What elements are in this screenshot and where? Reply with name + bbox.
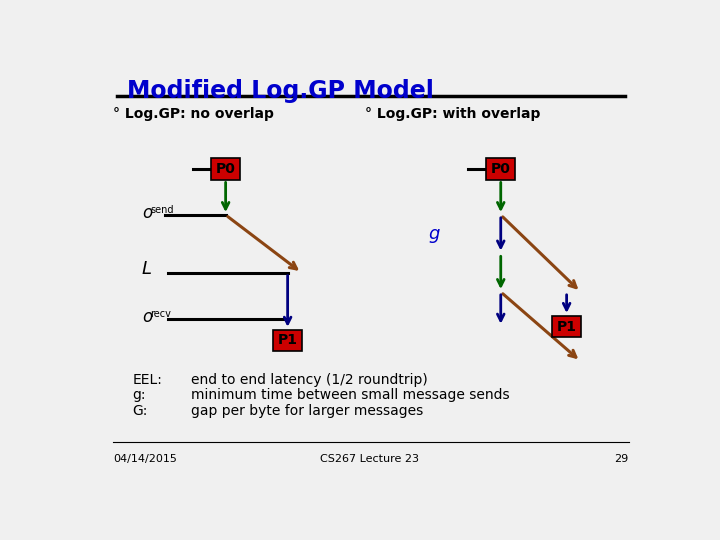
- Text: P0: P0: [216, 162, 235, 176]
- Text: EEL:: EEL:: [132, 373, 163, 387]
- Text: Modified Log.GP Model: Modified Log.GP Model: [127, 79, 434, 103]
- Text: o: o: [142, 204, 152, 221]
- Bar: [273, 330, 302, 351]
- Bar: [486, 158, 516, 179]
- Text: send: send: [150, 205, 174, 214]
- Bar: [211, 158, 240, 179]
- Text: CS267 Lecture 23: CS267 Lecture 23: [320, 454, 418, 464]
- Text: ° Log.GP: no overlap: ° Log.GP: no overlap: [113, 107, 274, 121]
- Text: end to end latency (1/2 roundtrip): end to end latency (1/2 roundtrip): [191, 373, 428, 387]
- Text: P1: P1: [278, 334, 297, 347]
- Text: g: g: [428, 225, 440, 243]
- Text: P1: P1: [557, 320, 577, 334]
- Text: g:: g:: [132, 388, 146, 402]
- Text: minimum time between small message sends: minimum time between small message sends: [191, 388, 509, 402]
- Text: L: L: [142, 260, 152, 278]
- Text: 04/14/2015: 04/14/2015: [113, 454, 177, 464]
- Text: P0: P0: [491, 162, 510, 176]
- Text: 29: 29: [614, 454, 629, 464]
- Text: o: o: [142, 308, 152, 326]
- Text: ° Log.GP: with overlap: ° Log.GP: with overlap: [365, 107, 541, 121]
- Text: gap per byte for larger messages: gap per byte for larger messages: [191, 403, 423, 417]
- Bar: [552, 316, 581, 338]
- Text: G:: G:: [132, 403, 148, 417]
- Text: recv: recv: [150, 308, 171, 319]
